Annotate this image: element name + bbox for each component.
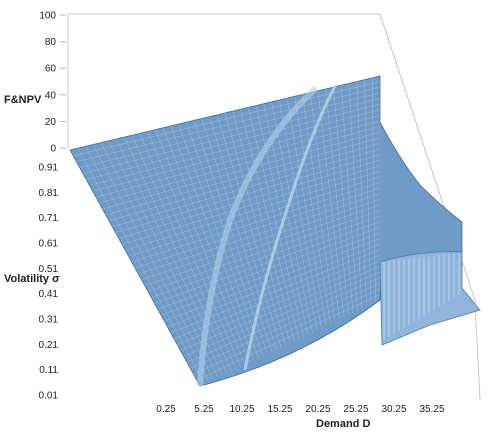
wire-line — [125, 171, 381, 251]
y-tick-label: 0.61 — [39, 239, 59, 250]
wire-line — [121, 165, 381, 245]
wire-line — [92, 115, 381, 192]
wire-line — [186, 277, 381, 363]
surface-cliff — [379, 251, 481, 346]
wire-line — [144, 204, 381, 286]
x-tick-label: 15.25 — [267, 404, 292, 415]
y-tick-label: 0.81 — [39, 188, 59, 199]
z-tick-label: 20 — [45, 117, 57, 128]
y-tick-label: 0.71 — [39, 213, 59, 224]
z-tick-label: 80 — [45, 37, 57, 48]
wire-line — [99, 126, 381, 204]
z-axis-title: F&NPV — [4, 94, 42, 106]
wire-line — [190, 283, 381, 369]
wire-line — [160, 232, 381, 316]
wire-line — [118, 159, 381, 239]
x-tick-label: 30.25 — [381, 404, 406, 415]
wire-line — [193, 288, 381, 375]
surface-ridge-2 — [243, 83, 338, 371]
y-tick-label: 0.11 — [39, 365, 58, 376]
z-tick-label: 100 — [39, 11, 56, 22]
wire-line — [105, 137, 381, 216]
x-axis: Demand D 0.25 5.25 10.25 15.25 20.25 25.25 30.… — [156, 404, 445, 430]
z-tick-label: 40 — [45, 90, 57, 101]
wire-line — [138, 193, 381, 275]
wire-line — [95, 120, 381, 198]
y-tick-label: 0.21 — [39, 340, 59, 351]
y-tick-label: 0.51 — [39, 264, 59, 275]
x-tick-label: 35.25 — [419, 404, 444, 415]
x-tick-label: 5.25 — [194, 404, 214, 415]
surface-main — [69, 75, 463, 387]
y-tick-label: 0.41 — [39, 289, 59, 300]
wire-line — [180, 266, 381, 351]
surface-plot — [69, 75, 481, 387]
surface-wireframe — [73, 77, 460, 384]
wire-line — [131, 182, 381, 263]
y-axis: Volatility σ 0.01 0.11 0.21 0.31 0.41 0.51 0.6… — [4, 163, 60, 402]
y-tick-label: 0.31 — [39, 315, 59, 326]
wire-line — [115, 154, 381, 233]
wire-line — [151, 215, 381, 298]
wire-line — [141, 199, 381, 280]
z-axis: F&NPV 0 20 40 60 80 100 — [4, 11, 66, 155]
wire-line — [89, 109, 381, 186]
wire-line — [177, 260, 381, 345]
y-tick-label: 0.01 — [39, 391, 59, 402]
wire-line — [147, 210, 381, 292]
z-tick-label: 0 — [50, 144, 56, 155]
surface-ridge — [197, 85, 319, 387]
x-tick-label: 10.25 — [229, 404, 254, 415]
wire-line — [167, 243, 381, 328]
x-axis-title: Demand D — [316, 418, 370, 430]
wire-line — [183, 271, 381, 357]
wire-line — [79, 92, 381, 168]
wire-line — [73, 81, 381, 157]
x-tick-label: 25.25 — [343, 404, 368, 415]
wire-line — [134, 187, 381, 269]
wire-line — [164, 238, 381, 322]
wire-line — [86, 103, 381, 180]
wire-line — [82, 98, 381, 174]
x-tick-label: 0.25 — [156, 404, 176, 415]
x-tick-label: 20.25 — [305, 404, 330, 415]
wire-line — [102, 131, 381, 210]
wire-line — [154, 221, 381, 304]
wire-line — [196, 294, 381, 381]
wire-line — [128, 176, 381, 257]
y-axis-title: Volatility σ — [4, 273, 60, 285]
z-tick-label: 60 — [45, 64, 57, 75]
chart-walls — [67, 13, 481, 401]
y-tick-label: 0.91 — [39, 163, 59, 174]
